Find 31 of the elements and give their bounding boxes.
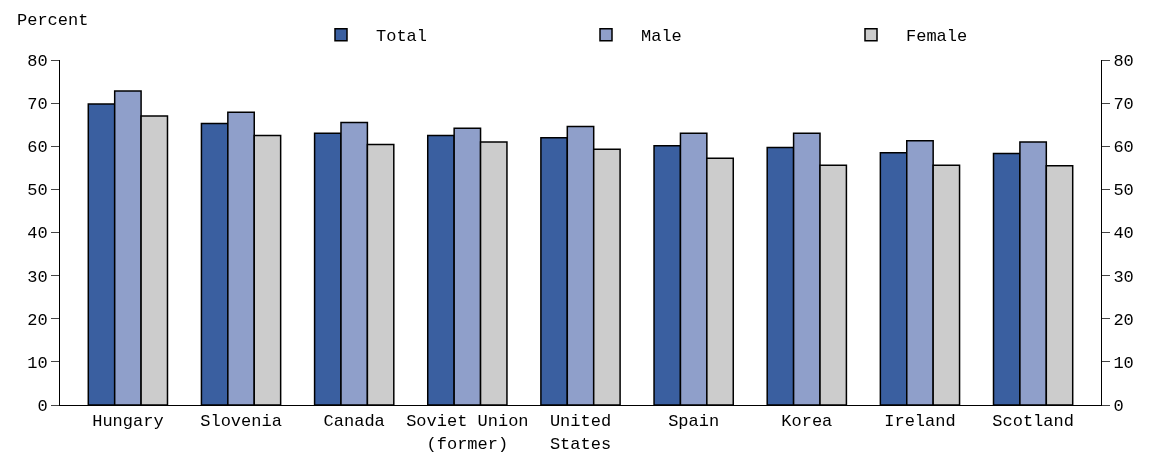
x-tick-label: United States xyxy=(549,412,612,454)
y-tick-label: 80 xyxy=(27,51,48,71)
y2-tick-label: 20 xyxy=(1113,310,1134,330)
y2-tick-label: 80 xyxy=(1113,51,1134,71)
y-tick-label: 70 xyxy=(27,95,48,115)
y2-tick-label: 60 xyxy=(1113,138,1134,158)
y2-tick-label: 50 xyxy=(1113,181,1134,201)
y-tick-label: 30 xyxy=(27,267,48,287)
x-tick-label: Canada xyxy=(323,412,385,432)
y-tick-label: 50 xyxy=(27,181,48,201)
x-tick-label: Korea xyxy=(781,412,833,432)
legend-label: Male xyxy=(641,27,682,47)
x-tick-label: Scotland xyxy=(992,412,1074,432)
y-axis-title: Percent xyxy=(17,11,89,30)
y2-tick-label: 70 xyxy=(1113,95,1134,115)
x-tick-label: Spain xyxy=(668,412,720,432)
x-tick-label: Hungary xyxy=(92,412,164,432)
x-tick-label: Soviet Union (former) xyxy=(406,412,529,454)
y2-tick-label: 30 xyxy=(1113,267,1134,287)
y2-tick-label: 40 xyxy=(1113,224,1134,244)
y2-tick-label: 0 xyxy=(1113,396,1124,416)
y-tick-label: 60 xyxy=(27,138,48,158)
y2-tick-label: 10 xyxy=(1113,353,1134,373)
y-tick-label: 40 xyxy=(27,224,48,244)
y-tick-label: 20 xyxy=(27,310,48,330)
x-tick-label: Ireland xyxy=(884,412,956,432)
legend-label: Female xyxy=(906,27,968,47)
x-tick-label: Slovenia xyxy=(200,412,282,432)
legend-label: Total xyxy=(376,27,428,47)
y-tick-label: 10 xyxy=(27,353,48,373)
y-tick-label: 0 xyxy=(37,396,48,416)
